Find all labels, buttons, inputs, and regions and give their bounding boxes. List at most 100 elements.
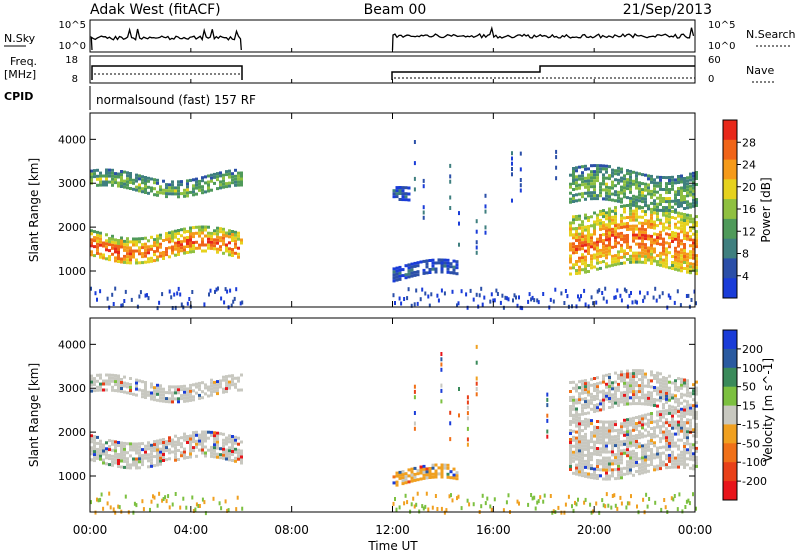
echo-cell xyxy=(195,391,198,395)
echo-cell xyxy=(680,251,683,255)
echo-cell xyxy=(123,254,126,258)
echo-cell xyxy=(443,261,447,265)
echo-cell xyxy=(581,406,584,410)
echo-cell xyxy=(602,503,605,508)
echo-cell xyxy=(674,249,677,253)
echo-cell xyxy=(662,258,665,262)
echo-cell xyxy=(183,188,186,192)
echo-cell xyxy=(416,261,420,265)
echo-cell xyxy=(632,387,635,391)
echo-cell xyxy=(575,442,578,446)
echo-cell xyxy=(177,286,180,291)
echo-cell xyxy=(644,249,647,253)
echo-cell xyxy=(614,257,617,261)
echo-cell xyxy=(644,194,647,198)
echo-cell xyxy=(213,440,216,444)
echo-cell xyxy=(677,410,680,414)
echo-cell xyxy=(436,507,439,511)
echo-cell xyxy=(123,450,126,454)
echo-band xyxy=(569,408,698,481)
echo-cell xyxy=(171,397,174,401)
echo-cell xyxy=(604,504,607,509)
echo-cell xyxy=(650,192,653,196)
echo-cell xyxy=(419,471,423,475)
echo-cell xyxy=(191,495,194,500)
echo-cell xyxy=(614,260,617,264)
echo-cell xyxy=(207,186,210,190)
echo-cell xyxy=(575,199,578,203)
echo-cell xyxy=(677,444,680,448)
echo-cell xyxy=(449,271,453,275)
echo-cell xyxy=(159,441,162,445)
echo-cell xyxy=(209,288,212,293)
echo-cell xyxy=(626,427,629,431)
echo-cell xyxy=(650,216,653,220)
echo-cell xyxy=(668,420,671,424)
echo-cell xyxy=(156,240,159,244)
echo-cell xyxy=(147,260,150,264)
echo-cell xyxy=(96,456,99,460)
echo-cell xyxy=(392,279,396,283)
echo-cell xyxy=(650,394,653,398)
echo-cell xyxy=(171,385,174,389)
echo-cell xyxy=(647,183,650,187)
echo-cell xyxy=(584,465,587,469)
echo-cell xyxy=(120,456,123,460)
echo-cell xyxy=(228,184,231,188)
echo-cell xyxy=(219,227,222,231)
echo-cell xyxy=(692,452,695,456)
echo-cell xyxy=(183,248,186,252)
echo-cell xyxy=(183,393,186,397)
echo-cell xyxy=(496,292,499,296)
echo-cell xyxy=(186,301,189,306)
echo-cell xyxy=(114,446,117,450)
echo-cell xyxy=(665,385,668,389)
echo-cell xyxy=(635,381,638,385)
echo-cell xyxy=(680,377,683,381)
echo-cell xyxy=(225,173,228,177)
colorbar-segment xyxy=(723,348,737,369)
echo-cell xyxy=(204,243,207,247)
echo-cell xyxy=(641,197,644,201)
echo-cell xyxy=(147,453,150,457)
echo-cell xyxy=(560,291,563,296)
echo-cell xyxy=(659,257,662,261)
echo-cell xyxy=(455,266,459,270)
echo-cell xyxy=(440,466,444,470)
echo-cell xyxy=(629,196,632,200)
echo-cell xyxy=(647,189,650,193)
echo-cell xyxy=(668,435,671,439)
echo-cell xyxy=(608,213,611,217)
echo-cell xyxy=(138,186,141,190)
echo-cell xyxy=(614,462,617,466)
echo-cell xyxy=(446,267,450,271)
echo-cell xyxy=(186,251,189,254)
echo-cell xyxy=(100,492,103,497)
echo-cell xyxy=(530,297,533,302)
echo-cell xyxy=(394,301,396,305)
echo-cell xyxy=(105,174,108,178)
echo-cell xyxy=(692,232,695,236)
echo-cell xyxy=(695,260,698,264)
echo-cell xyxy=(680,215,683,219)
echo-cell xyxy=(611,192,614,196)
echo-cell xyxy=(434,475,438,479)
echo-cell xyxy=(602,447,605,451)
echo-cell xyxy=(674,196,677,200)
echo-cell xyxy=(177,397,180,401)
echo-cell xyxy=(689,262,692,266)
echo-cell xyxy=(168,189,171,193)
y-tick-label: 2000 xyxy=(58,221,86,234)
echo-cell xyxy=(569,224,572,228)
echo-cell xyxy=(650,174,653,178)
echo-cell xyxy=(153,446,156,450)
echo-cell xyxy=(647,402,650,406)
echo-cell xyxy=(228,458,231,462)
echo-cell xyxy=(671,267,674,270)
echo-cell xyxy=(204,234,207,238)
echo-cell xyxy=(656,377,659,381)
echo-cell xyxy=(635,224,638,228)
echo-cell xyxy=(617,193,620,197)
echo-cell xyxy=(593,395,596,398)
echo-cell xyxy=(578,198,581,202)
